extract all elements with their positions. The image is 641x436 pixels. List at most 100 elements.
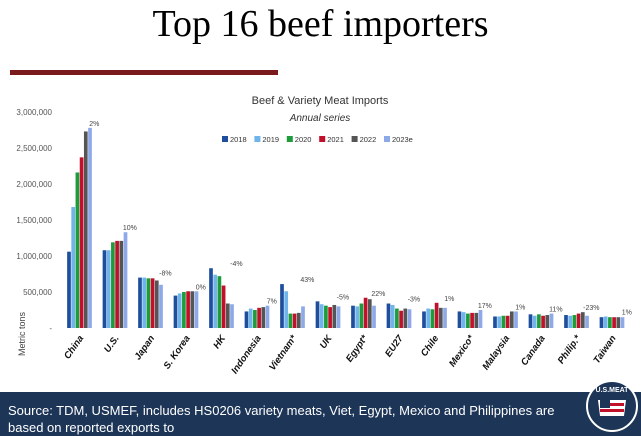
bar <box>422 311 426 328</box>
bar <box>576 313 581 328</box>
bar <box>173 295 178 328</box>
bar <box>111 242 115 328</box>
bar <box>159 284 163 328</box>
bar <box>194 291 199 328</box>
bar <box>115 240 119 328</box>
legend-label: 2023e <box>392 135 413 144</box>
change-annotation: -8% <box>159 271 171 278</box>
us-meat-logo: U.S.MEAT <box>586 380 638 432</box>
bar <box>328 307 332 328</box>
x-tick-label: Malaysia <box>480 333 512 372</box>
bar <box>324 305 328 328</box>
legend-label: 2020 <box>295 135 312 144</box>
bar <box>83 131 88 328</box>
x-tick-label: Indonesia <box>229 333 263 376</box>
change-annotation: 1% <box>622 309 632 316</box>
bar <box>359 303 364 328</box>
bar <box>505 315 510 328</box>
bar <box>138 277 142 328</box>
y-axis-label: Metric tons <box>17 311 27 356</box>
bar <box>549 313 554 328</box>
legend-swatch <box>384 136 390 142</box>
slide-title: Top 16 beef importers <box>152 3 489 45</box>
bar <box>386 303 391 328</box>
bar <box>257 307 261 328</box>
bar <box>390 304 395 328</box>
y-tick-label: 1,500,000 <box>16 216 52 225</box>
bar <box>367 299 372 328</box>
bar <box>608 317 612 328</box>
bar <box>372 305 376 328</box>
bar <box>509 311 514 328</box>
bar <box>620 317 625 328</box>
change-annotation: 22% <box>371 291 385 298</box>
bar <box>603 316 608 328</box>
bar <box>616 317 621 328</box>
legend-label: 2019 <box>262 135 279 144</box>
change-annotation: 1% <box>515 304 525 311</box>
bar <box>296 312 301 328</box>
bar <box>332 304 337 328</box>
bar <box>244 311 249 328</box>
bar <box>545 315 550 328</box>
bar <box>572 315 577 328</box>
bar <box>399 310 403 328</box>
bar <box>532 315 537 328</box>
change-annotation: -23% <box>583 305 599 312</box>
bar <box>528 314 533 328</box>
bar <box>186 291 190 328</box>
change-annotation: 17% <box>478 303 492 310</box>
bar <box>474 312 479 328</box>
x-tick-label: Egypt* <box>344 332 371 364</box>
bar <box>470 312 474 328</box>
bar <box>146 278 151 328</box>
bar <box>213 274 218 328</box>
bar <box>430 309 435 328</box>
y-axis: 3,000,000 2,500,000 2,000,000 1,500,000 1,00… <box>16 108 52 333</box>
bar <box>75 172 80 328</box>
bar <box>177 293 182 328</box>
logo-text: U.S.MEAT <box>596 387 630 394</box>
bar <box>493 316 497 328</box>
bar <box>466 313 470 328</box>
bar <box>102 250 107 328</box>
x-tick-label: China <box>62 333 86 361</box>
x-tick-label: Mexico* <box>447 332 477 369</box>
bar <box>67 251 71 328</box>
bar <box>407 309 412 328</box>
bar <box>253 310 257 328</box>
change-annotation: 2% <box>89 121 99 128</box>
bar <box>190 291 195 328</box>
change-annotation: 7% <box>267 299 277 306</box>
bar <box>599 317 604 328</box>
bar <box>106 250 111 328</box>
bar <box>292 313 297 328</box>
bar <box>478 310 483 328</box>
bar <box>355 306 360 328</box>
chart-subtitle: Annual series <box>289 113 351 124</box>
change-annotation: -4% <box>230 261 242 268</box>
legend-swatch <box>286 136 293 142</box>
legend-swatch <box>319 136 326 142</box>
bar <box>497 316 502 328</box>
bar <box>438 307 443 328</box>
bar <box>580 312 585 328</box>
y-tick-label: 500,000 <box>23 288 52 297</box>
bar <box>150 278 155 328</box>
change-annotation: 0% <box>196 284 206 291</box>
bar <box>142 277 147 328</box>
bar <box>457 311 462 328</box>
bar <box>225 303 230 328</box>
x-tick-label: S. Korea <box>162 333 193 371</box>
change-annotation: 43% <box>300 277 314 284</box>
bar <box>426 308 431 328</box>
legend-label: 2018 <box>230 135 247 144</box>
chart-title: Beef & Variety Meat Imports <box>252 95 389 107</box>
x-tick-label: Vietnam* <box>267 332 300 372</box>
change-annotation: -5% <box>337 294 349 301</box>
footer-source-text: Source: TDM, USMEF, includes HS0206 vari… <box>8 403 555 435</box>
bar <box>564 315 568 328</box>
bar <box>336 306 341 328</box>
bar <box>541 315 545 328</box>
x-tick-label: Philip.* <box>556 332 584 366</box>
